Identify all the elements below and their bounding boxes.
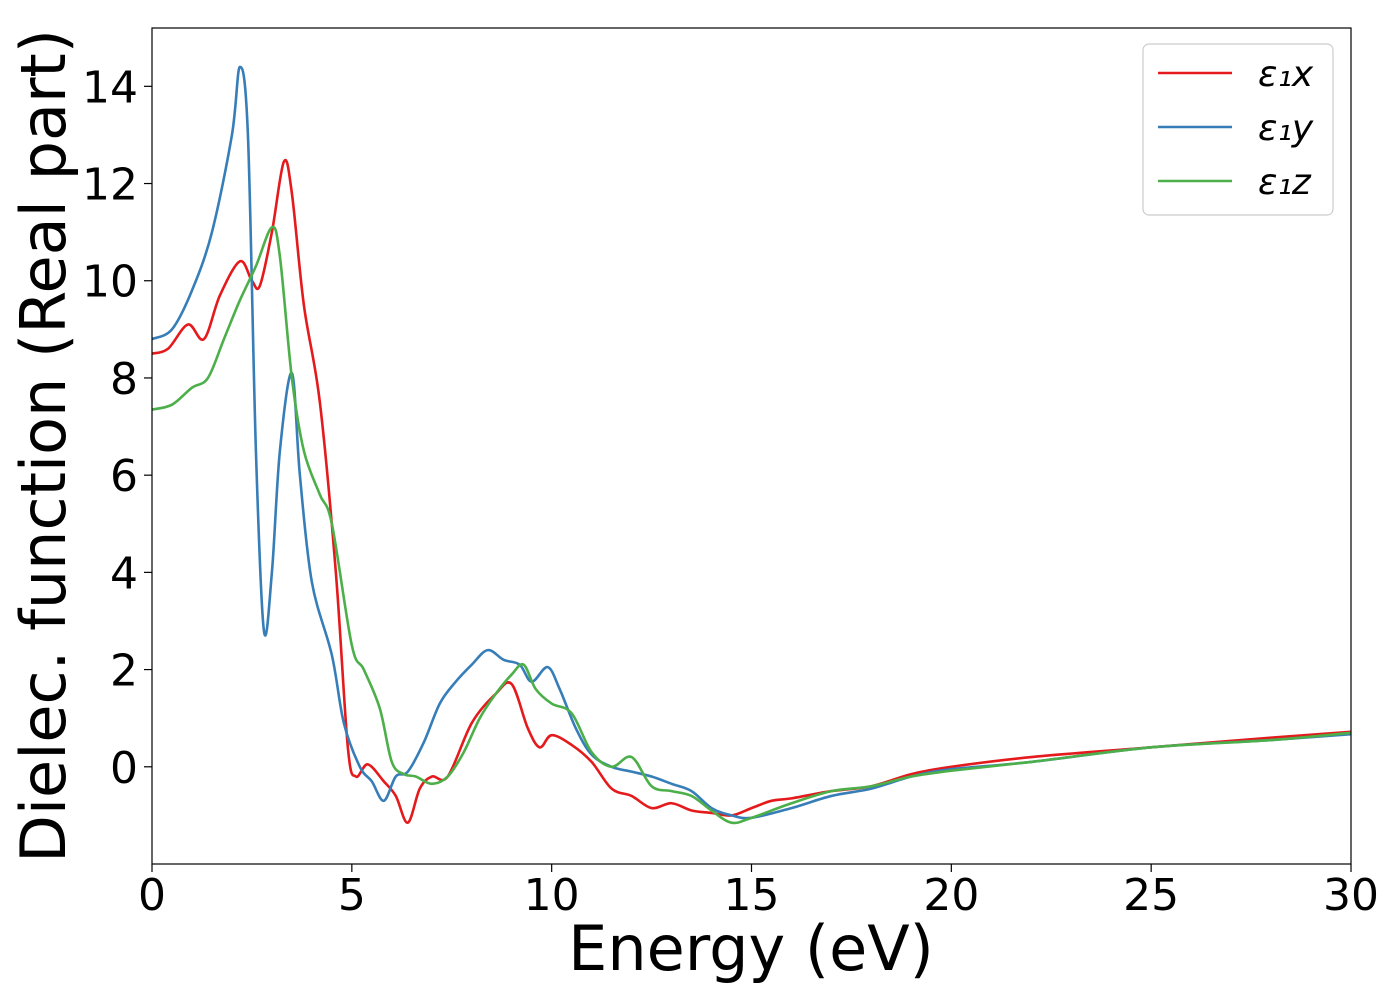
x-tick-label: 25 bbox=[1123, 870, 1179, 921]
y-axis-title: Dielec. function (Real part) bbox=[7, 29, 80, 863]
series-line-3 bbox=[152, 225, 1351, 825]
y-tick-label: 8 bbox=[110, 354, 138, 405]
y-tick-label: 10 bbox=[82, 257, 138, 308]
legend-label-3: ε₁z bbox=[1258, 162, 1312, 203]
y-axis: 0 2 4 6 8 10 12 14 bbox=[82, 62, 152, 794]
x-tick-label: 30 bbox=[1323, 870, 1379, 921]
series-line-1 bbox=[152, 158, 1351, 824]
x-tick-label: 10 bbox=[524, 870, 580, 921]
y-tick-label: 2 bbox=[110, 646, 138, 697]
legend-frame bbox=[1142, 43, 1334, 216]
series-line-2 bbox=[152, 65, 1351, 820]
y-tick-label: 0 bbox=[110, 743, 138, 794]
y-tick-label: 6 bbox=[110, 451, 138, 502]
y-tick-label: 14 bbox=[82, 62, 138, 113]
x-axis-title: Energy (eV) bbox=[568, 912, 934, 985]
x-tick-label: 5 bbox=[338, 870, 366, 921]
x-tick-label: 0 bbox=[138, 870, 166, 921]
legend-label-1: ε₁x bbox=[1258, 54, 1314, 95]
x-axis: 0 5 10 15 20 25 30 bbox=[138, 864, 1379, 921]
x-tick-label: 20 bbox=[923, 870, 979, 921]
y-tick-label: 4 bbox=[110, 548, 138, 599]
y-tick-label: 12 bbox=[82, 160, 138, 211]
legend-label-2: ε₁y bbox=[1258, 108, 1314, 149]
legend: ε₁x ε₁y ε₁z bbox=[1142, 43, 1334, 216]
series-layer bbox=[152, 65, 1351, 825]
x-tick-label: 15 bbox=[724, 870, 780, 921]
